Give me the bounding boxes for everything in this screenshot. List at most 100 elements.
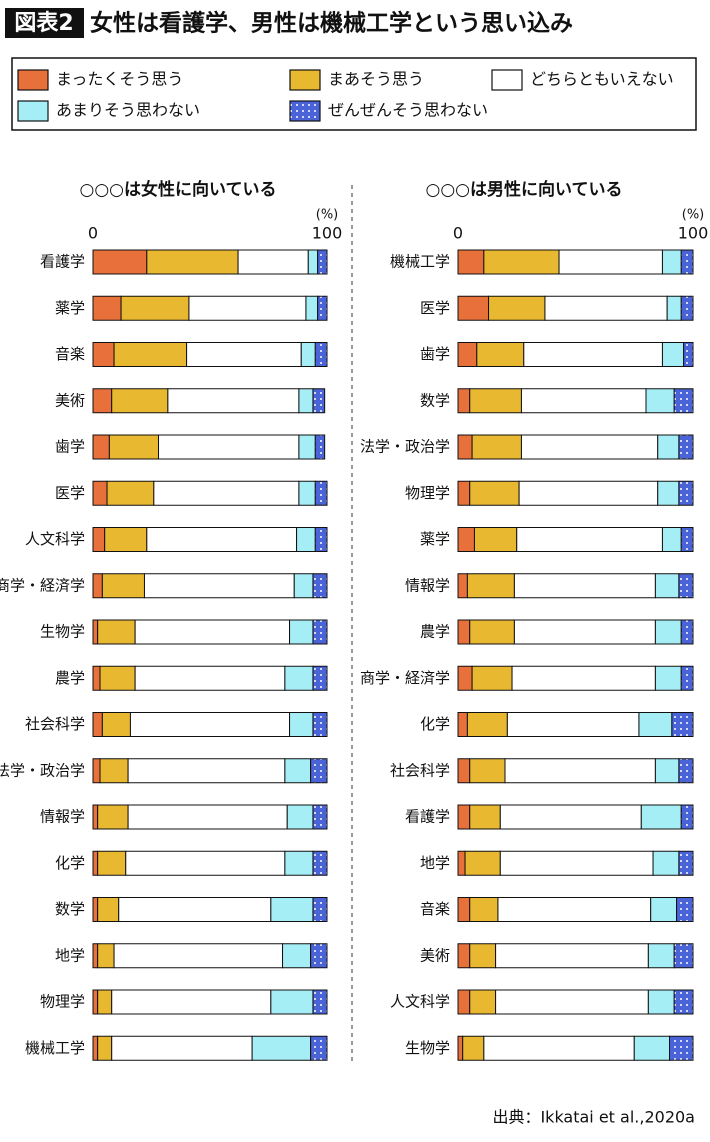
legend-box	[11, 57, 697, 131]
bar-segment	[513, 619, 656, 645]
bar-segment	[127, 758, 286, 784]
bar-segment	[652, 850, 680, 876]
bar-segment	[497, 897, 652, 922]
category-label: 看護学	[405, 808, 450, 826]
category-label: 機械工学	[25, 1039, 85, 1057]
bar-segment	[312, 897, 328, 922]
bar-segment	[317, 295, 328, 321]
bar-segment	[97, 804, 129, 830]
bar-segment	[92, 342, 115, 367]
category-label: 商学・経済学	[360, 669, 450, 687]
category-label: 美術	[420, 946, 450, 964]
bar-segment	[457, 295, 490, 321]
bar-segment	[638, 712, 673, 737]
bar-segment	[312, 989, 328, 1015]
bar-segment	[111, 1035, 253, 1061]
bar-segment	[134, 665, 286, 691]
bar-segment	[469, 989, 497, 1015]
category-label: 人文科学	[25, 530, 85, 548]
bar-segment	[499, 850, 654, 876]
chart-title: ○○○は男性に向いている	[426, 179, 623, 200]
bar-segment	[317, 249, 328, 275]
bar-segment	[104, 527, 148, 552]
bar-segment	[661, 527, 682, 552]
legend-swatch	[17, 69, 49, 91]
category-label: 法学・政治学	[0, 761, 85, 779]
bar-segment	[125, 850, 286, 876]
bar-segment	[92, 619, 99, 645]
bar-segment	[312, 619, 328, 645]
bar-segment	[483, 249, 560, 275]
unit-label: (%)	[682, 208, 705, 223]
bar-segment	[544, 295, 668, 321]
bar-segment	[284, 758, 312, 784]
bar-segment	[457, 758, 471, 784]
bar-segment	[457, 804, 471, 830]
legend-label: どちらともいえない	[530, 70, 674, 89]
bar-segment	[457, 1035, 464, 1061]
category-label: 生物学	[405, 1039, 450, 1057]
x-tick-label: 0	[453, 224, 463, 243]
category-label: 人文科学	[390, 993, 450, 1011]
bar-segment	[92, 712, 103, 737]
bar-segment	[464, 850, 501, 876]
bar-segment	[678, 758, 694, 784]
bar-segment	[92, 758, 101, 784]
bar-segment	[282, 943, 312, 969]
bar-segment	[661, 342, 685, 367]
bar-segment	[101, 573, 145, 599]
bar-segment	[476, 342, 525, 367]
bar-segment	[457, 619, 471, 645]
bar-segment	[654, 758, 680, 784]
bar-segment	[673, 989, 694, 1015]
bar-segment	[293, 573, 314, 599]
bar-segment	[506, 712, 640, 737]
bar-segment	[466, 573, 515, 599]
bar-segment	[673, 388, 694, 414]
bar-segment	[661, 249, 682, 275]
bar-segment	[99, 758, 129, 784]
category-label: 物理学	[405, 484, 450, 502]
bar-segment	[518, 480, 659, 506]
bar-segment	[92, 434, 110, 460]
category-label: 物理学	[40, 993, 85, 1011]
bar-segment	[516, 527, 663, 552]
bar-segment	[657, 434, 680, 460]
bar-segment	[654, 573, 680, 599]
x-tick-label: 100	[678, 224, 709, 243]
bar-segment	[92, 897, 99, 922]
source: 出典：Ikkatai et al.,2020a	[492, 1108, 695, 1127]
bar-segment	[678, 434, 694, 460]
bar-segment	[523, 342, 663, 367]
bar-segment	[669, 1035, 694, 1061]
bar-segment	[92, 249, 148, 275]
bar-segment	[92, 850, 99, 876]
bar-segment	[520, 388, 647, 414]
bar-segment	[300, 342, 316, 367]
category-label: 歯学	[55, 438, 85, 456]
bar-segment	[113, 342, 188, 367]
bar-segment	[650, 897, 678, 922]
category-label: 数学	[420, 391, 450, 409]
bar-segment	[511, 665, 656, 691]
bar-segment	[153, 480, 300, 506]
legend-swatch	[289, 69, 321, 91]
bar-segment	[678, 573, 694, 599]
bar-segment	[640, 804, 682, 830]
bar-segment	[499, 804, 642, 830]
bar-segment	[312, 712, 328, 737]
bar-segment	[457, 850, 466, 876]
bar-segment	[134, 619, 291, 645]
bar-segment	[158, 434, 300, 460]
bar-segment	[647, 989, 675, 1015]
bar-segment	[188, 295, 307, 321]
bar-segment	[558, 249, 663, 275]
bar-segment	[92, 989, 99, 1015]
bar-segment	[127, 804, 288, 830]
category-label: 看護学	[40, 253, 85, 271]
bar-segment	[270, 989, 314, 1015]
bar-segment	[469, 480, 520, 506]
bar-segment	[471, 665, 513, 691]
legend-label: ぜんぜんそう思わない	[328, 101, 488, 120]
bar-segment	[167, 388, 300, 414]
